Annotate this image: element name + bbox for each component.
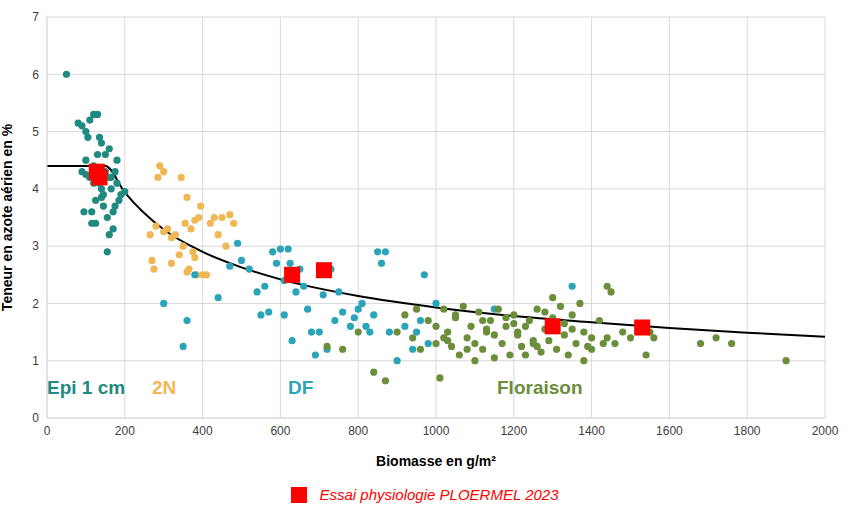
svg-text:1200: 1200: [500, 424, 527, 438]
svg-text:200: 200: [115, 424, 135, 438]
svg-text:3: 3: [32, 239, 39, 253]
html-text:Floraison: Floraison: [497, 377, 583, 398]
svg-text:1400: 1400: [578, 424, 605, 438]
svg-text:Teneur en azote aérien en %: Teneur en azote aérien en %: [8, 123, 15, 311]
svg-text:0: 0: [44, 424, 51, 438]
svg-text:1800: 1800: [734, 424, 761, 438]
html-text:Essai physiologie PLOERMEL 202: Essai physiologie PLOERMEL 2023: [319, 486, 559, 503]
svg-text:0: 0: [32, 411, 39, 425]
html-text:DF: DF: [288, 377, 314, 398]
svg-text:7: 7: [32, 10, 39, 24]
svg-text:2000: 2000: [812, 424, 839, 438]
svg-text:800: 800: [348, 424, 368, 438]
svg-text:1: 1: [32, 354, 39, 368]
html-text:Epi 1 cm: Epi 1 cm: [47, 377, 126, 398]
svg-text:600: 600: [270, 424, 290, 438]
svg-text:1000: 1000: [423, 424, 450, 438]
svg-text:4: 4: [32, 182, 39, 196]
svg-text:6: 6: [32, 68, 39, 82]
svg-text:400: 400: [193, 424, 213, 438]
svg-text:5: 5: [32, 125, 39, 139]
svg-text:2: 2: [32, 297, 39, 311]
svg-text:1600: 1600: [656, 424, 683, 438]
html-text:2N: 2N: [152, 377, 177, 398]
svg-text:Biomasse en g/m²: Biomasse en g/m²: [376, 453, 496, 469]
